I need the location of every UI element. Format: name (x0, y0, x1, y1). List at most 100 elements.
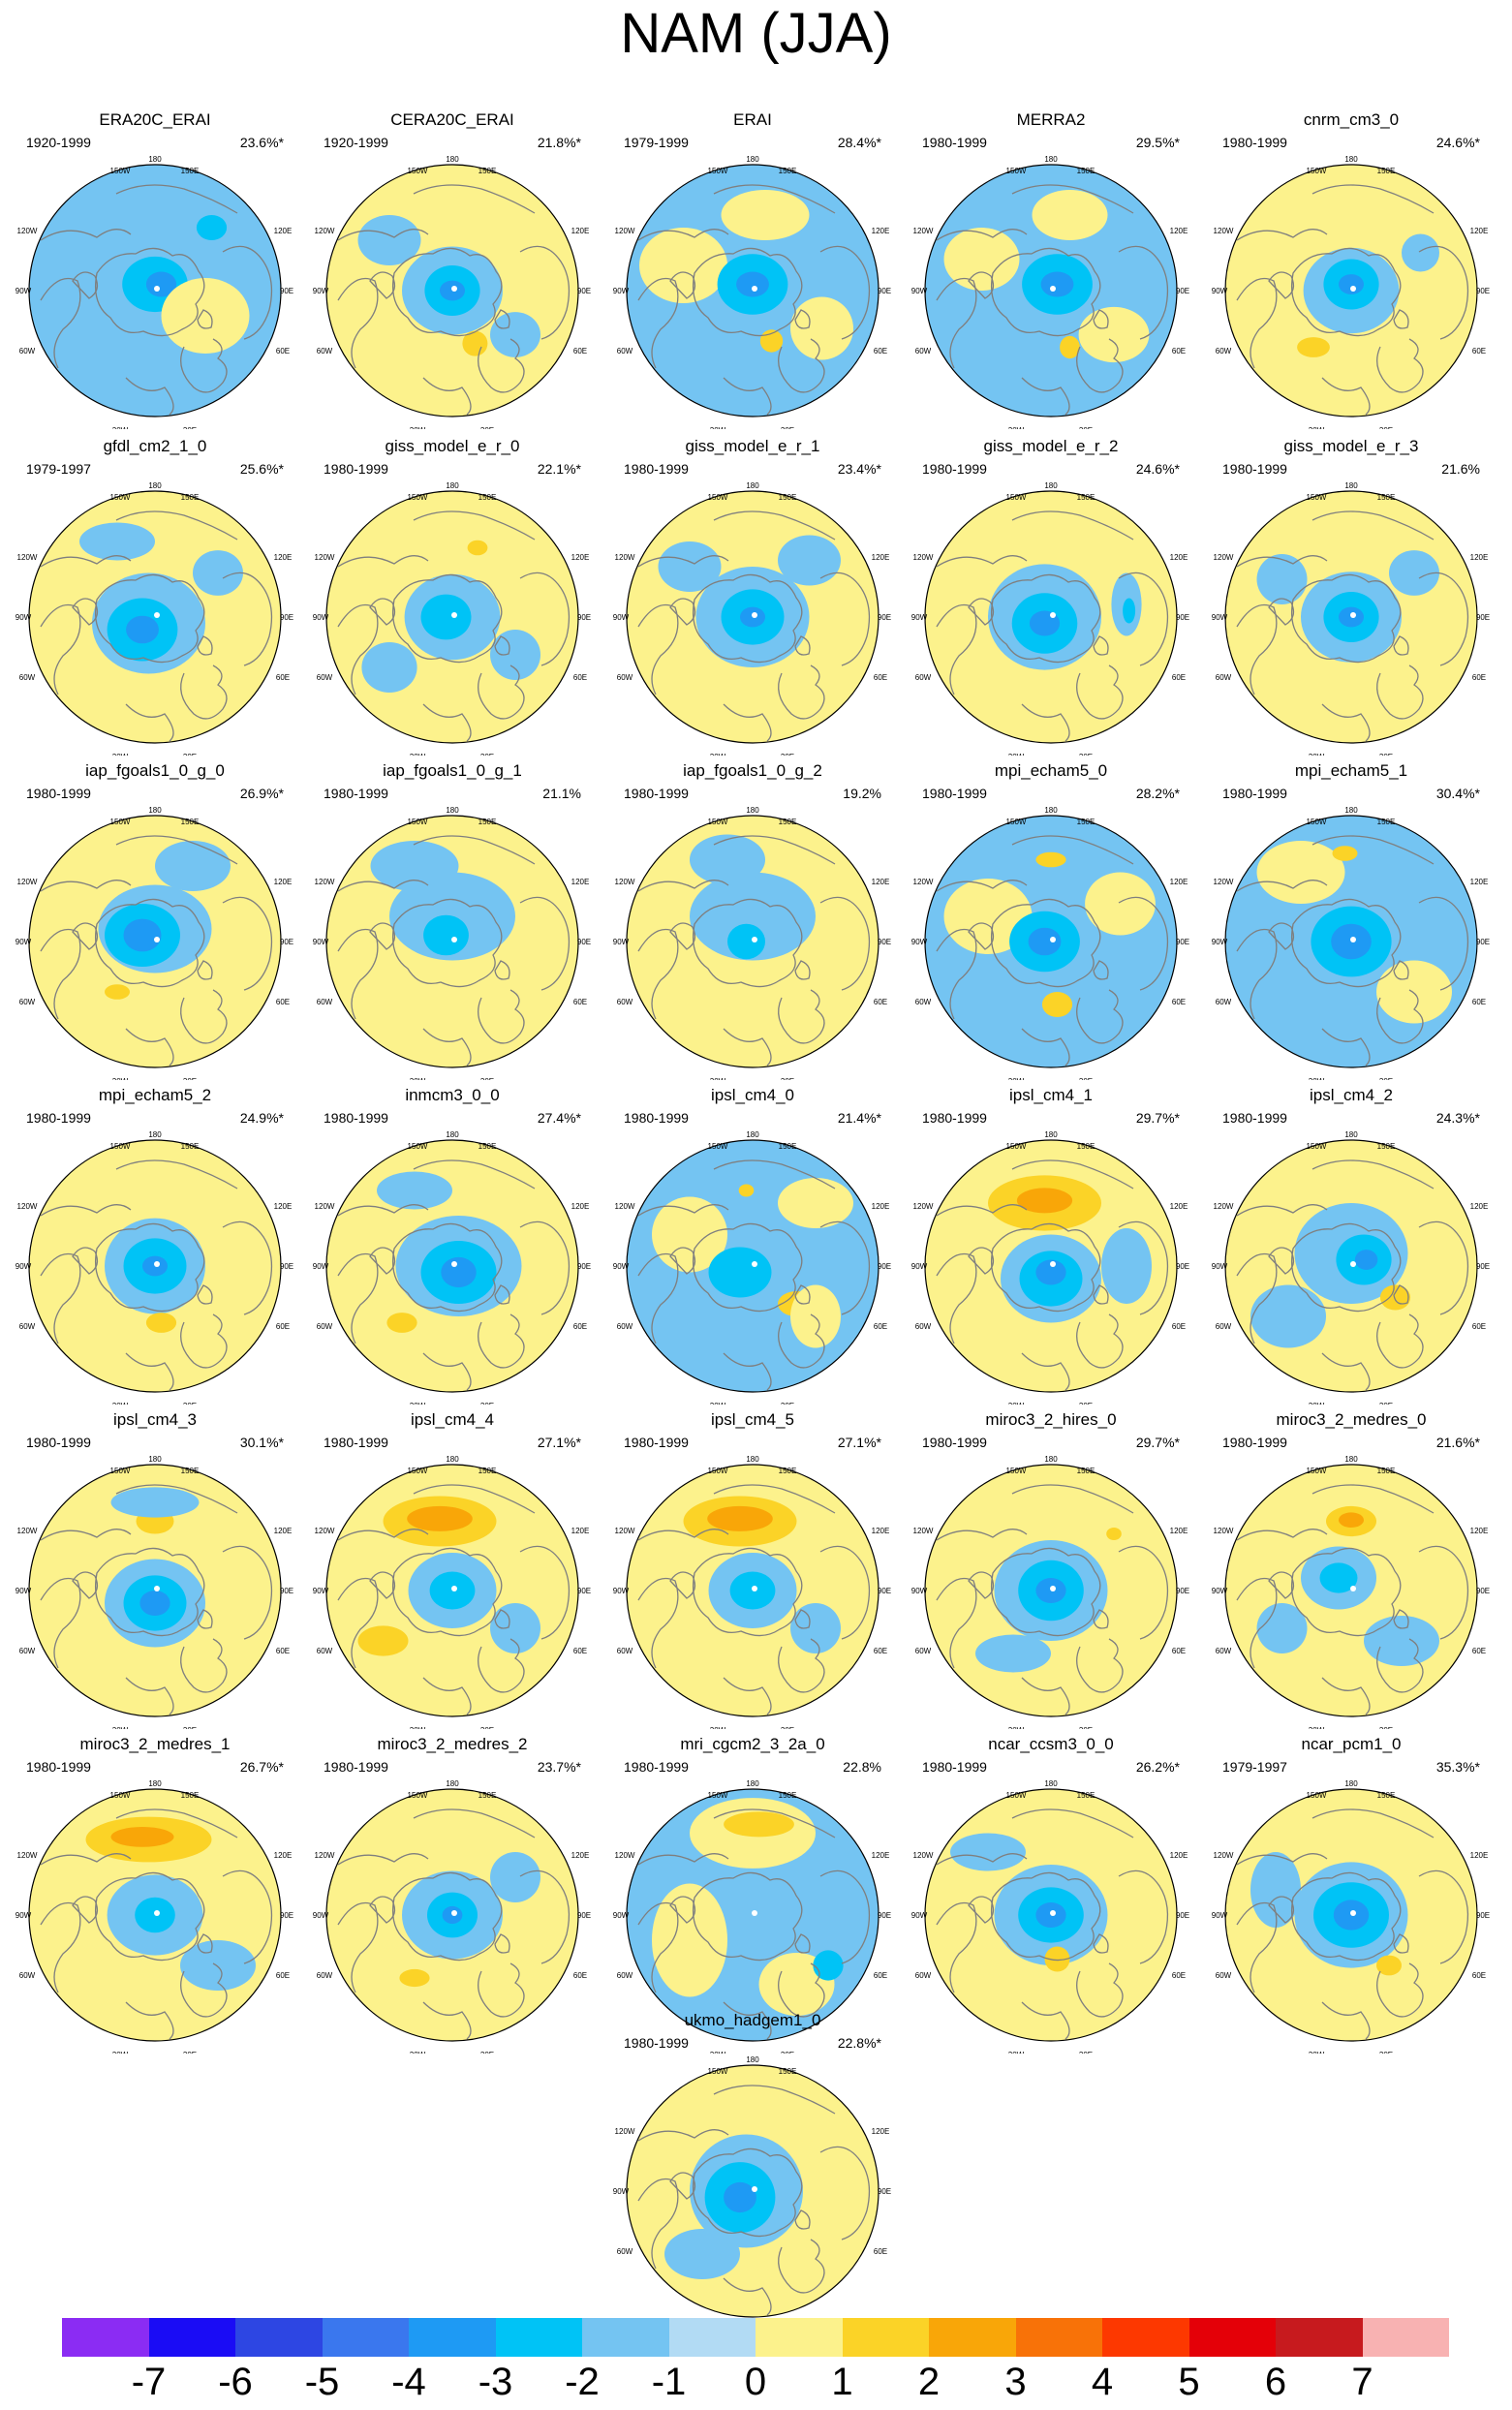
pole-marker (451, 612, 457, 618)
longitude-label: 60E (1172, 1971, 1186, 1980)
longitude-label: 180 (148, 806, 162, 815)
panel-variance-pct: 35.3%* (1435, 1759, 1480, 1775)
longitude-label: 150E (478, 1142, 497, 1151)
longitude-label: 180 (446, 806, 459, 815)
map-panel: 180150W150E120W120E90W90E60W60E30W30E0mp… (1211, 760, 1492, 1080)
panel-title: ncar_ccsm3_0_0 (988, 1735, 1114, 1753)
panel-variance-pct: 19.2% (843, 786, 881, 801)
longitude-label: 60W (1216, 1322, 1232, 1331)
longitude-label: 150W (1307, 1142, 1327, 1151)
longitude-label: 30E (781, 2051, 794, 2054)
panel-period: 1980-1999 (324, 1110, 388, 1126)
panel-variance-pct: 26.9%* (239, 786, 284, 801)
polar-map: 180150W150E120W120E90W90E60W60E30W30E0 (313, 1130, 591, 1405)
longitude-label: 30E (1379, 2051, 1393, 2054)
longitude-label: 60E (874, 1322, 887, 1331)
colorbar-box (1362, 2318, 1449, 2357)
map-boundary (325, 815, 579, 1068)
longitude-label: 90E (1476, 613, 1490, 622)
map-panel: 180150W150E120W120E90W90E60W60E30W30E0CE… (312, 109, 593, 429)
anomaly-contour (155, 841, 231, 891)
longitude-label: 180 (446, 1779, 459, 1788)
map-boundary (1224, 1139, 1478, 1393)
longitude-label: 60E (573, 347, 587, 355)
map-boundary (924, 1139, 1178, 1393)
anomaly-contour (724, 1811, 794, 1838)
longitude-label: 60W (1216, 1971, 1232, 1980)
longitude-label: 150E (478, 493, 497, 502)
anomaly-contour (1319, 1562, 1358, 1593)
pole-marker (154, 286, 160, 292)
pole-marker (752, 937, 757, 942)
anomaly-contour (490, 1603, 540, 1653)
longitude-label: 150E (478, 818, 497, 826)
map-panel: 180150W150E120W120E90W90E60W60E30W30E0mi… (15, 1734, 295, 2054)
longitude-label: 150E (1377, 818, 1396, 826)
longitude-label: 150W (1006, 167, 1027, 175)
anomaly-contour (1078, 306, 1150, 363)
longitude-label: 60E (874, 1971, 887, 1980)
longitude-label: 90W (313, 1587, 329, 1595)
longitude-label: 30E (1079, 426, 1093, 429)
anomaly-contour (357, 1625, 409, 1656)
longitude-label: 90E (577, 613, 591, 622)
longitude-label: 90E (577, 938, 591, 946)
coastlines (40, 835, 273, 1066)
longitude-label: 90W (613, 2187, 630, 2196)
longitude-label: 120E (274, 227, 293, 235)
longitude-label: 30E (781, 1077, 794, 1080)
map-boundary (28, 1139, 282, 1393)
anomaly-contour (490, 1852, 540, 1902)
colorbar-box (235, 2318, 323, 2357)
longitude-label: 180 (746, 1130, 759, 1139)
longitude-label: 150W (1006, 1467, 1027, 1475)
longitude-label: 90E (878, 2187, 891, 2196)
panel-period: 1980-1999 (922, 786, 987, 801)
pole-marker (451, 1910, 457, 1916)
longitude-label: 30W (710, 2051, 726, 2054)
longitude-label: 60E (1472, 1322, 1486, 1331)
longitude-label: 120E (872, 1202, 890, 1211)
longitude-label: 120E (571, 1851, 590, 1860)
panel-variance-pct: 29.5%* (1135, 135, 1180, 150)
longitude-label: 60W (317, 998, 333, 1006)
pole-marker (451, 937, 457, 942)
longitude-label: 30W (410, 1077, 426, 1080)
anomaly-contour (423, 914, 469, 956)
coastlines (637, 1808, 871, 2040)
longitude-label: 150E (779, 1142, 797, 1151)
anomaly-contour (420, 594, 472, 640)
anomaly-contour (943, 228, 1020, 291)
coastlines (637, 510, 871, 742)
longitude-label: 90W (911, 287, 928, 295)
anomaly-contour (1364, 1616, 1439, 1666)
longitude-label: 150E (478, 1467, 497, 1475)
polar-map: 180150W150E120W120E90W90E60W60E30W30E0 (1212, 1779, 1490, 2054)
polar-map: 180150W150E120W120E90W90E60W60E30W30E0 (911, 1130, 1189, 1405)
longitude-label: 30W (410, 1402, 426, 1405)
colorbar-box (495, 2318, 582, 2357)
longitude-label: 60E (573, 998, 587, 1006)
colorbar-box (1276, 2318, 1363, 2357)
longitude-label: 90W (613, 613, 630, 622)
panel-period: 1980-1999 (26, 1110, 91, 1126)
longitude-label: 30W (1309, 2051, 1325, 2054)
pole-marker (752, 612, 757, 618)
anomaly-contour (708, 1247, 772, 1298)
longitude-label: 120W (615, 1202, 635, 1211)
map-panel: 180150W150E120W120E90W90E60W60E30W30E0uk… (612, 2010, 893, 2330)
polar-map: 180150W150E120W120E90W90E60W60E30W30E0 (313, 806, 591, 1080)
longitude-label: 120E (1170, 1851, 1188, 1860)
colorbar-tick-label: 0 (744, 2361, 767, 2403)
longitude-label: 60W (19, 347, 36, 355)
anomaly-contour (1376, 960, 1452, 1024)
polar-map: 180150W150E120W120E90W90E60W60E30W30E0 (613, 481, 891, 756)
map-boundary (626, 1464, 879, 1717)
longitude-label: 120W (315, 1202, 335, 1211)
longitude-label: 90W (911, 1911, 928, 1920)
anomaly-contour (1040, 271, 1074, 297)
longitude-label: 30E (1379, 753, 1393, 756)
longitude-label: 150E (779, 2067, 797, 2076)
longitude-label: 30E (781, 753, 794, 756)
panel-variance-pct: 30.4%* (1435, 786, 1480, 801)
